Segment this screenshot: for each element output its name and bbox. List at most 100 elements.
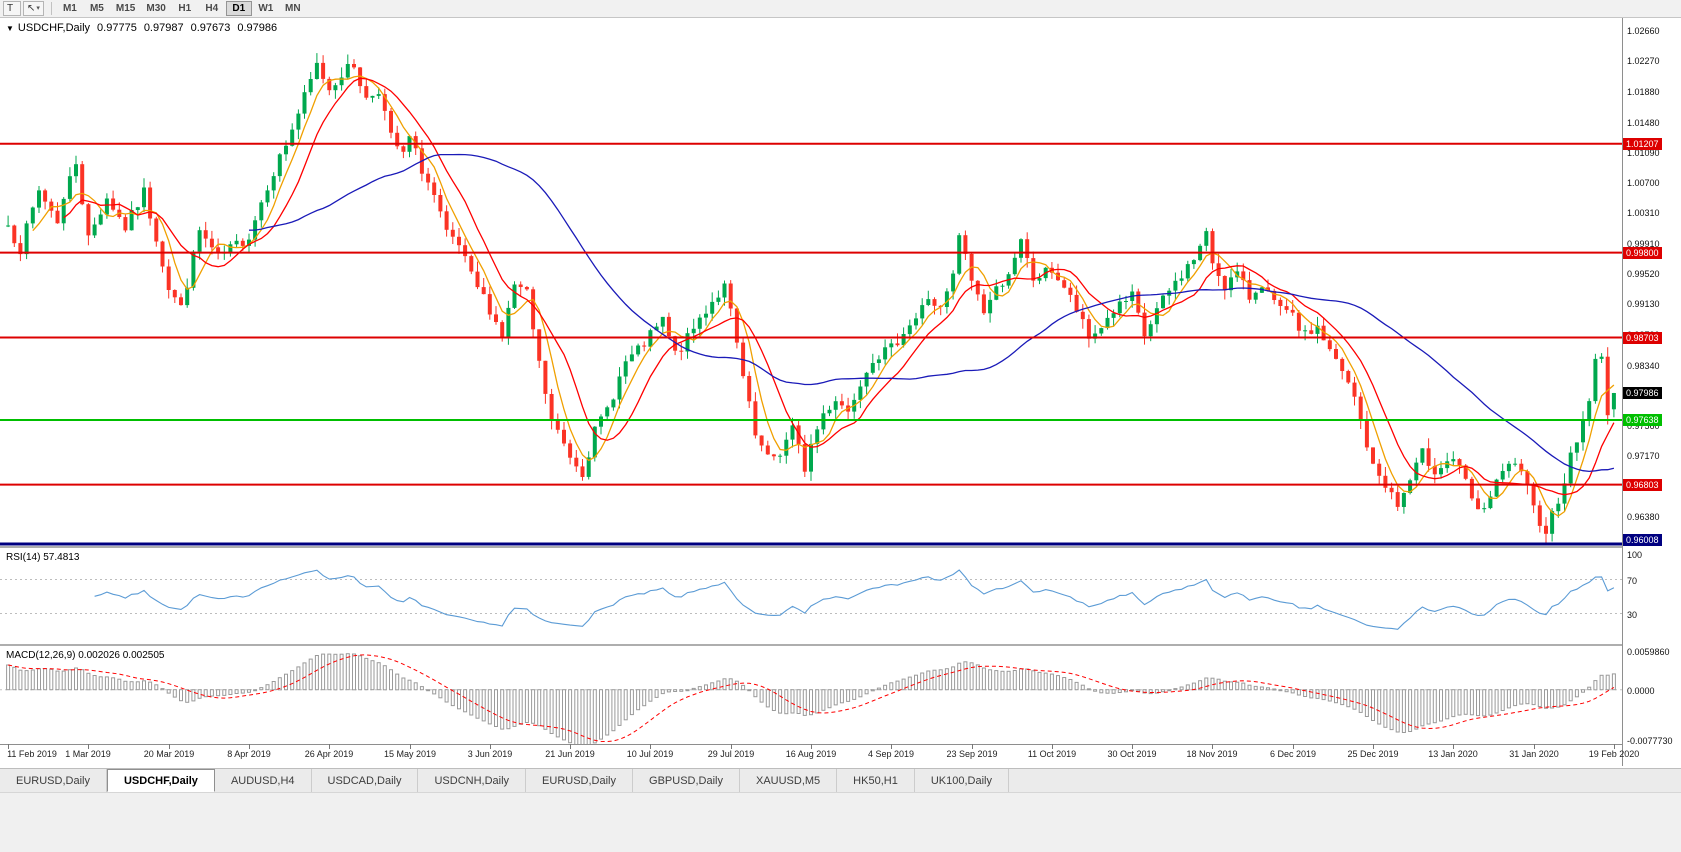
time-axis-tick	[490, 744, 491, 749]
timeframe-button-d1[interactable]: D1	[225, 1, 252, 16]
time-axis-label: 8 Apr 2019	[227, 749, 271, 759]
ohlc-low: 0.97673	[190, 22, 231, 34]
chart-tab-gbpusd-daily[interactable]: GBPUSD,Daily	[633, 769, 740, 792]
chart-tab-hk50-h1[interactable]: HK50,H1	[837, 769, 915, 792]
price-line-badge: 1.01207	[1623, 137, 1662, 150]
price-axis-label: 0.96380	[1627, 512, 1660, 523]
text-tool-button[interactable]: T	[3, 1, 21, 16]
toolbar: T ↖ ▾ M1 M5 M15 M30 H1 H4 D1 W1 MN	[0, 0, 1681, 18]
time-axis-tick	[1373, 744, 1374, 749]
timeframe-button-m15[interactable]: M15	[111, 1, 140, 16]
macd-indicator-label: MACD(12,26,9) 0.002026 0.002505	[6, 650, 165, 661]
time-axis-tick	[1293, 744, 1294, 749]
time-axis-label: 3 Jun 2019	[467, 749, 513, 759]
price-axis-label: 0.98340	[1627, 360, 1660, 371]
price-axis-label: 1.01090	[1627, 147, 1660, 158]
time-axis-tick	[169, 744, 170, 749]
time-axis-label: 16 Aug 2019	[785, 749, 837, 759]
chart-tab-usdchf-daily[interactable]: USDCHF,Daily	[106, 769, 215, 792]
timeframe-button-h4[interactable]: H4	[199, 1, 225, 16]
time-axis-label: 25 Dec 2019	[1347, 749, 1399, 759]
time-axis-label: 15 May 2019	[383, 749, 437, 759]
price-axis-label: 1.00700	[1627, 177, 1660, 188]
time-axis-label: 30 Oct 2019	[1107, 749, 1157, 759]
time-axis-tick	[1212, 744, 1213, 749]
chart-tab-eurusd-daily[interactable]: EURUSD,Daily	[0, 769, 107, 792]
chart-tab-bar: EURUSD,Daily USDCHF,Daily AUDUSD,H4 USDCAD,…	[0, 768, 1681, 792]
time-axis-label: 1 Mar 2019	[65, 749, 111, 759]
chart-tab-audusd-h4[interactable]: AUDUSD,H4	[215, 769, 312, 792]
chart-tab-uk100-daily[interactable]: UK100,Daily	[915, 769, 1009, 792]
rsi-axis-label: 30	[1627, 609, 1638, 620]
timeframe-group: M1 M5 M15 M30 H1 H4 D1 W1 MN	[57, 1, 307, 16]
time-axis-tick	[570, 744, 571, 749]
time-axis-tick	[1132, 744, 1133, 749]
price-line-badge: 0.98703	[1623, 331, 1662, 344]
time-axis-label: 23 Sep 2019	[946, 749, 998, 759]
time-axis-tick	[1614, 744, 1615, 749]
rsi-indicator-panel[interactable]	[0, 549, 1622, 644]
time-axis-label: 13 Jan 2020	[1428, 749, 1478, 759]
time-axis-tick	[1534, 744, 1535, 749]
timeframe-button-m1[interactable]: M1	[57, 1, 83, 16]
time-axis-tick	[811, 744, 812, 749]
timeframe-button-m5[interactable]: M5	[84, 1, 110, 16]
time-axis-tick	[249, 744, 250, 749]
timeframe-button-h1[interactable]: H1	[172, 1, 198, 16]
price-chart-panel[interactable]	[0, 18, 1622, 546]
time-axis-tick	[1453, 744, 1454, 749]
ohlc-close: 0.97986	[237, 22, 278, 34]
timeframe-button-mn[interactable]: MN	[280, 1, 306, 16]
rsi-indicator-label: RSI(14) 57.4813	[6, 552, 80, 563]
time-axis-label: 18 Nov 2019	[1186, 749, 1238, 759]
rsi-axis-label: 100	[1627, 550, 1643, 560]
price-axis-label: 1.00310	[1627, 208, 1660, 219]
chart-tab-usdcnh-daily[interactable]: USDCNH,Daily	[418, 769, 527, 792]
time-axis-label: 21 Jun 2019	[545, 749, 595, 759]
time-axis-tick	[650, 744, 651, 749]
one-click-trading-arrow-icon[interactable]: ▼	[6, 24, 14, 33]
panel-separator[interactable]	[0, 546, 1681, 548]
time-axis-border	[0, 744, 1681, 745]
cursor-icon: ↖	[27, 2, 36, 14]
symbol-name: USDCHF,Daily	[17, 22, 91, 34]
price-axis-label: 1.02660	[1627, 26, 1660, 37]
price-axis-label: 0.99910	[1627, 239, 1660, 250]
window-bottom-area	[0, 792, 1681, 852]
macd-axis-label: 0.0000	[1627, 685, 1655, 696]
price-axis-label: 1.01480	[1627, 117, 1660, 128]
time-axis-tick	[410, 744, 411, 749]
time-axis-tick	[1052, 744, 1053, 749]
timeframe-button-m30[interactable]: M30	[141, 1, 170, 16]
panel-separator[interactable]	[0, 644, 1681, 646]
cursor-tool-button[interactable]: ↖ ▾	[23, 1, 44, 16]
price-line-badge: 0.97638	[1623, 413, 1662, 426]
chevron-down-icon: ▾	[36, 4, 40, 12]
macd-indicator-panel[interactable]	[0, 647, 1622, 744]
price-line-badge: 0.96008	[1623, 534, 1662, 546]
rsi-axis-label: 70	[1627, 575, 1638, 586]
chart-tab-eurusd-daily[interactable]: EURUSD,Daily	[526, 769, 634, 792]
time-axis-tick	[88, 744, 89, 749]
time-axis-tick	[972, 744, 973, 749]
time-axis-tick	[891, 744, 892, 749]
price-axis-label: 0.97560	[1627, 421, 1660, 431]
time-axis-tick	[329, 744, 330, 749]
time-axis-tick	[8, 744, 9, 749]
time-axis-tick	[731, 744, 732, 749]
time-axis-label: 4 Sep 2019	[867, 749, 915, 759]
macd-axis-label: -0.0077730	[1627, 736, 1673, 746]
time-axis-label: 31 Jan 2020	[1509, 749, 1559, 759]
timeframe-button-w1[interactable]: W1	[253, 1, 279, 16]
ohlc-open: 0.97775	[97, 22, 137, 34]
price-axis-border	[1622, 18, 1623, 766]
price-axis-label: 0.99130	[1627, 299, 1660, 310]
time-axis-label: 19 Feb 2020	[1588, 749, 1640, 759]
chart-tab-xauusd-m5[interactable]: XAUUSD,M5	[740, 769, 838, 792]
macd-axis-label: 0.0059860	[1627, 647, 1670, 657]
ohlc-high: 0.97987	[143, 22, 184, 34]
time-axis-label: 10 Jul 2019	[626, 749, 674, 759]
price-axis[interactable]: 1.02660 1.02270 1.01880 1.01480 1.01090 1.007…	[1623, 18, 1681, 766]
chart-tab-usdcad-daily[interactable]: USDCAD,Daily	[312, 769, 419, 792]
